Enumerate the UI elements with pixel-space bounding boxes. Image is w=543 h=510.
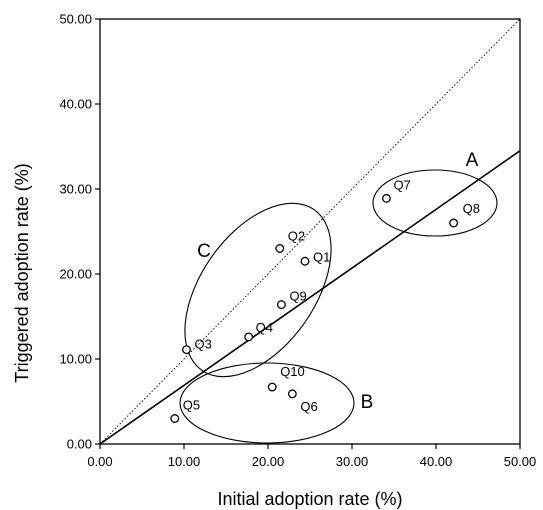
point-label-q8: Q8 — [463, 201, 480, 216]
data-point-q7 — [381, 193, 391, 203]
group-b-ellipse — [179, 362, 355, 444]
point-label-q3: Q3 — [195, 337, 212, 352]
data-point-q5 — [170, 414, 180, 423]
x-tick-label: 50.00 — [504, 454, 537, 469]
data-point-q9 — [276, 300, 286, 310]
y-tick-label: 10.00 — [59, 352, 92, 367]
x-tick-label: 10.00 — [168, 454, 201, 469]
point-label-q1: Q1 — [313, 249, 330, 264]
point-label-q6: Q6 — [300, 399, 317, 414]
y-tick-label: 30.00 — [59, 182, 92, 197]
data-point-q3 — [182, 345, 191, 355]
y-axis-label: Triggered adoption rate (%) — [12, 163, 32, 382]
y-tick-label: 40.00 — [59, 97, 92, 112]
point-label-q5: Q5 — [183, 398, 200, 413]
point-labels: A B C Q1 Q2 Q3 Q4 Q5 Q6 Q7 Q8 Q9 Q10 — [183, 150, 480, 414]
x-tick-label: 20.00 — [252, 454, 285, 469]
data-point-q1 — [300, 256, 310, 266]
data-point-q4 — [244, 332, 254, 342]
x-tick-label: 30.00 — [336, 454, 369, 469]
plot-frame — [99, 18, 521, 445]
point-label-q9: Q9 — [289, 289, 306, 304]
group-c-ellipse — [184, 202, 332, 378]
group-a-ellipse — [372, 169, 498, 237]
data-point-q8 — [449, 218, 459, 228]
x-axis-label: Initial adoption rate (%) — [217, 489, 402, 509]
point-label-q7: Q7 — [393, 177, 410, 192]
data-point-q6 — [287, 389, 297, 399]
diagonal-reference-line — [100, 19, 520, 444]
x-tick-label: 40.00 — [420, 454, 453, 469]
group-b-label: B — [361, 392, 374, 413]
fit-line — [100, 150, 520, 444]
point-label-q4: Q4 — [256, 320, 273, 335]
group-a-label: A — [466, 150, 479, 171]
group-c-label: C — [197, 241, 211, 262]
point-label-q10: Q10 — [280, 364, 305, 379]
plot-area — [99, 18, 521, 445]
y-tick-label: 20.00 — [59, 267, 92, 282]
x-tick-label: 0.00 — [87, 454, 112, 469]
y-tick-label: 0.00 — [67, 437, 92, 452]
data-point-q2 — [275, 244, 285, 253]
data-point-q10 — [267, 382, 277, 392]
y-tick-label: 50.00 — [59, 12, 92, 27]
axis-ticks: 0.00 10.00 20.00 30.00 40.00 50.00 0.00 10.00 20… — [59, 12, 536, 470]
point-label-q2: Q2 — [288, 229, 305, 244]
